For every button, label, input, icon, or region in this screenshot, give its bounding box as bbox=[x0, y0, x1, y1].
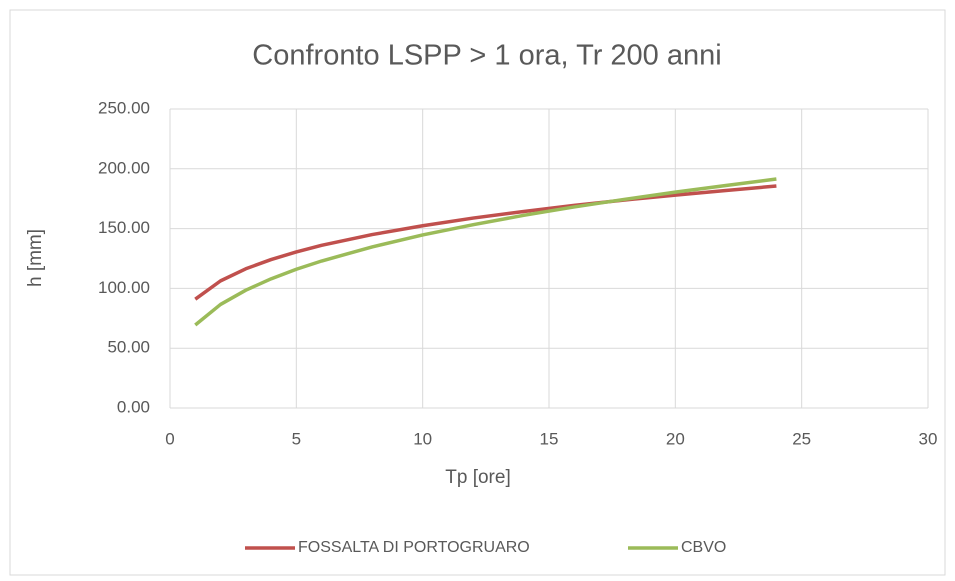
y-tick-label: 200.00 bbox=[98, 158, 150, 177]
y-tick-label: 100.00 bbox=[98, 278, 150, 297]
x-tick-label: 25 bbox=[792, 429, 811, 448]
y-tick-label: 150.00 bbox=[98, 218, 150, 237]
chart-title: Confronto LSPP > 1 ora, Tr 200 anni bbox=[252, 40, 721, 72]
x-tick-label: 0 bbox=[165, 429, 174, 448]
chart-border bbox=[9, 9, 946, 576]
x-tick-label: 20 bbox=[666, 429, 685, 448]
y-tick-label: 50.00 bbox=[107, 338, 150, 357]
y-tick-label: 250.00 bbox=[98, 98, 150, 117]
legend-label: FOSSALTA DI PORTOGRUARO bbox=[298, 539, 530, 556]
x-tick-label: 10 bbox=[413, 429, 432, 448]
series-line bbox=[194, 184, 777, 301]
series-line bbox=[194, 177, 777, 327]
y-tick-label: 0.00 bbox=[117, 397, 150, 416]
legend-label: CBVO bbox=[681, 539, 726, 556]
x-tick-label: 5 bbox=[292, 429, 301, 448]
x-tick-label: 15 bbox=[540, 429, 559, 448]
y-axis-label: h [mm] bbox=[25, 229, 46, 287]
x-axis-label: Tp [ore] bbox=[445, 467, 510, 488]
x-tick-label: 30 bbox=[919, 429, 938, 448]
